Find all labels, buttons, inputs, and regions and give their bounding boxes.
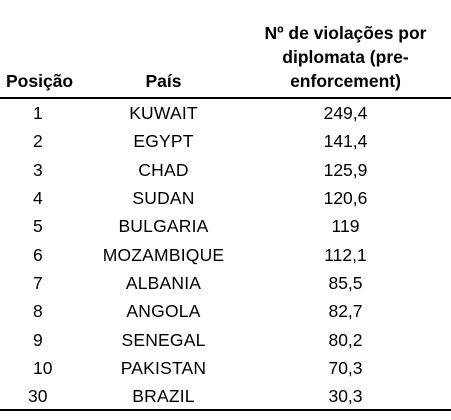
cell-value: 120,6	[240, 184, 451, 212]
table-bottom-border	[0, 409, 451, 411]
table-row: 1 KUWAIT 249,4	[0, 98, 451, 127]
table-row: 9 SENEGAL 80,2	[0, 325, 451, 353]
cell-position: 1	[0, 98, 87, 127]
cell-country: SUDAN	[87, 184, 240, 212]
cell-country: ANGOLA	[87, 297, 240, 325]
cell-position: 2	[0, 127, 87, 155]
cell-position: 7	[0, 269, 87, 297]
cell-country: CHAD	[87, 156, 240, 184]
header-value-line-2: diplomata (pre-	[244, 45, 447, 69]
cell-country: KUWAIT	[87, 98, 240, 127]
cell-position: 10	[0, 354, 87, 382]
cell-value: 119	[240, 212, 451, 240]
cell-position: 3	[0, 156, 87, 184]
cell-position: 5	[0, 212, 87, 240]
cell-value: 141,4	[240, 127, 451, 155]
header-value-line-3: enforcement)	[244, 69, 447, 93]
cell-value: 70,3	[240, 354, 451, 382]
cell-position: 8	[0, 297, 87, 325]
cell-value: 112,1	[240, 240, 451, 268]
table-row: 5 BULGARIA 119	[0, 212, 451, 240]
table-row: 6 MOZAMBIQUE 112,1	[0, 240, 451, 268]
table-row: 3 CHAD 125,9	[0, 156, 451, 184]
table-row: 30 BRAZIL 30,3	[0, 382, 451, 410]
cell-value: 85,5	[240, 269, 451, 297]
cell-country: MOZAMBIQUE	[87, 240, 240, 268]
cell-country: SENEGAL	[87, 325, 240, 353]
cell-value: 249,4	[240, 98, 451, 127]
table-body: 1 KUWAIT 249,4 2 EGYPT 141,4 3 CHAD 125,…	[0, 98, 451, 410]
cell-country: EGYPT	[87, 127, 240, 155]
cell-country: PAKISTAN	[87, 354, 240, 382]
table-header: Posição País Nº de violações por diploma…	[0, 0, 451, 98]
cell-value: 80,2	[240, 325, 451, 353]
table-row: 4 SUDAN 120,6	[0, 184, 451, 212]
violations-ranking-table: Posição País Nº de violações por diploma…	[0, 0, 451, 410]
table-row: 8 ANGOLA 82,7	[0, 297, 451, 325]
cell-position: 30	[0, 382, 87, 410]
table-row: 2 EGYPT 141,4	[0, 127, 451, 155]
cell-country: BRAZIL	[87, 382, 240, 410]
cell-position: 4	[0, 184, 87, 212]
table-row: 10 PAKISTAN 70,3	[0, 354, 451, 382]
header-violations-per-diplomat: Nº de violações por diplomata (pre- enfo…	[240, 0, 451, 98]
cell-position: 9	[0, 325, 87, 353]
header-row: Posição País Nº de violações por diploma…	[0, 0, 451, 98]
header-country: País	[87, 0, 240, 98]
cell-position: 6	[0, 240, 87, 268]
cell-value: 125,9	[240, 156, 451, 184]
cell-country: BULGARIA	[87, 212, 240, 240]
cell-value: 30,3	[240, 382, 451, 410]
header-value-line-1: Nº de violações por	[244, 21, 447, 45]
table-row: 7 ALBANIA 85,5	[0, 269, 451, 297]
cell-country: ALBANIA	[87, 269, 240, 297]
header-position: Posição	[0, 0, 87, 98]
cell-value: 82,7	[240, 297, 451, 325]
